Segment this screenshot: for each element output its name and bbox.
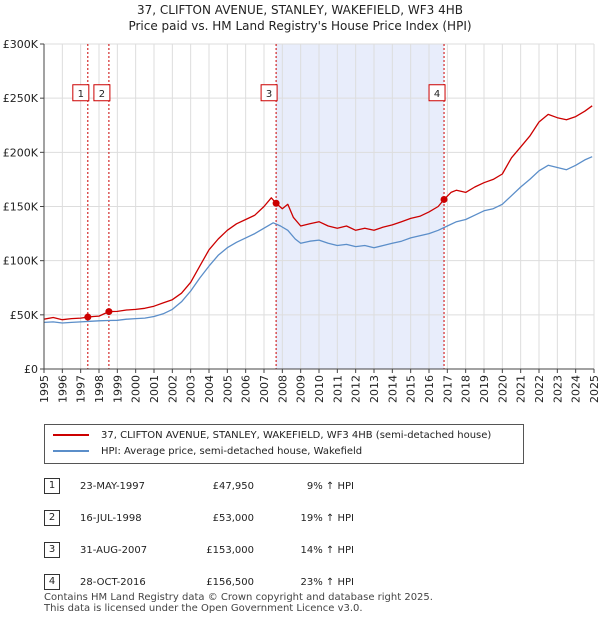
sale-number-badge: 3	[44, 542, 60, 558]
x-tick-label: 2004	[203, 375, 216, 403]
sale-price: £156,500	[206, 576, 254, 588]
legend-swatch-property	[53, 434, 89, 436]
sales-table: 1 23-MAY-1997 £47,950 9% ↑ HPI 2 16-JUL-…	[44, 470, 354, 598]
x-tick-label: 2007	[258, 375, 271, 403]
chart-title: 37, CLIFTON AVENUE, STANLEY, WAKEFIELD, …	[137, 3, 463, 17]
sale-price: £153,000	[206, 544, 254, 556]
property-series-line	[43, 105, 593, 321]
sale-date: 16-JUL-1998	[80, 512, 142, 524]
x-tick-label: 2008	[276, 375, 289, 403]
sale-label: 1	[78, 89, 84, 100]
sale-label: 2	[99, 89, 105, 100]
x-tick-label: 1997	[75, 375, 88, 403]
legend-item-hpi: HPI: Average price, semi-detached house,…	[53, 446, 362, 457]
x-tick-label: 2001	[148, 375, 161, 403]
sale-label: 3	[266, 89, 272, 100]
sale-label-box	[93, 84, 111, 102]
x-tick-label: 2005	[221, 375, 234, 403]
chart-subtitle: Price paid vs. HM Land Registry's House …	[128, 19, 472, 33]
sale-hpi-diff: 19% ↑ HPI	[300, 512, 354, 524]
x-tick-label: 2023	[551, 375, 564, 403]
x-tick-label: 2002	[166, 375, 179, 403]
x-tick-label: 2016	[423, 375, 436, 403]
x-tick-label: 2021	[515, 375, 528, 403]
x-tick-label: 1998	[93, 375, 106, 403]
x-tick-label: 2020	[496, 375, 509, 403]
x-tick-label: 2024	[570, 375, 583, 403]
x-tick-label: 2000	[130, 375, 143, 403]
sale-price: £47,950	[212, 480, 254, 492]
sale-date: 23-MAY-1997	[80, 480, 146, 492]
x-tick-label: 1996	[56, 375, 69, 403]
x-tick-label: 2013	[368, 375, 381, 403]
y-tick-label: £300K	[3, 38, 39, 51]
x-tick-label: 2006	[240, 375, 253, 403]
sale-number-badge: 4	[44, 574, 60, 590]
x-tick-label: 2012	[350, 375, 363, 403]
sale-point	[105, 308, 113, 316]
sale-hpi-diff: 23% ↑ HPI	[300, 576, 354, 588]
x-tick-label: 2017	[441, 375, 454, 403]
hpi-series-line	[43, 156, 593, 324]
sale-label-box	[428, 84, 446, 102]
legend-label-hpi: HPI: Average price, semi-detached house,…	[101, 446, 363, 457]
legend-item-property: 37, CLIFTON AVENUE, STANLEY, WAKEFIELD, …	[53, 430, 491, 441]
sale-point	[440, 195, 448, 203]
footer-copyright: Contains HM Land Registry data © Crown c…	[44, 592, 433, 603]
sale-price: £53,000	[212, 512, 254, 524]
y-tick-label: £50K	[10, 309, 39, 322]
x-tick-label: 2009	[295, 375, 308, 403]
x-tick-label: 2015	[405, 375, 418, 403]
sale-number-badge: 1	[44, 478, 60, 494]
footer-licence: This data is licensed under the Open Gov…	[44, 603, 363, 614]
x-tick-label: 2003	[185, 375, 198, 403]
table-row: 2 16-JUL-1998 £53,000 19% ↑ HPI	[44, 502, 354, 534]
x-tick-label: 2014	[386, 375, 399, 403]
table-row: 1 23-MAY-1997 £47,950 9% ↑ HPI	[44, 470, 354, 502]
legend-swatch-hpi	[53, 450, 89, 452]
x-tick-label: 2019	[478, 375, 491, 403]
x-tick-label: 2011	[331, 375, 344, 403]
y-tick-label: £150K	[3, 201, 39, 214]
y-tick-label: £100K	[3, 255, 39, 268]
sale-date: 28-OCT-2016	[80, 576, 146, 588]
sale-hpi-diff: 14% ↑ HPI	[300, 544, 354, 556]
sale-point	[84, 313, 92, 321]
sale-hpi-diff: 9% ↑ HPI	[306, 480, 354, 492]
table-row: 3 31-AUG-2007 £153,000 14% ↑ HPI	[44, 534, 354, 566]
x-tick-label: 2010	[313, 375, 326, 403]
x-tick-label: 1999	[111, 375, 124, 403]
x-tick-label: 2022	[533, 375, 546, 403]
footer: Contains HM Land Registry data © Crown c…	[44, 592, 433, 614]
chart: £0 £50K £100K £150K £200K £250K £300K 1995 1996 1…	[3, 38, 600, 403]
sale-label: 4	[434, 89, 440, 100]
sale-label-box	[260, 84, 278, 102]
sale-number-badge: 2	[44, 510, 60, 526]
y-tick-label: £200K	[3, 146, 39, 159]
sale-date: 31-AUG-2007	[80, 544, 148, 556]
x-tick-label: 1995	[38, 375, 51, 403]
table-row: 4 28-OCT-2016 £156,500 23% ↑ HPI	[44, 566, 354, 598]
y-tick-label: £0	[24, 363, 38, 376]
sale-label-box	[72, 84, 90, 102]
x-tick-label: 2025	[588, 375, 600, 403]
sale-point	[272, 199, 280, 207]
legend: 37, CLIFTON AVENUE, STANLEY, WAKEFIELD, …	[44, 424, 524, 464]
x-tick-label: 2018	[460, 375, 473, 403]
y-tick-label: £250K	[3, 92, 39, 105]
legend-label-property: 37, CLIFTON AVENUE, STANLEY, WAKEFIELD, …	[101, 430, 492, 441]
